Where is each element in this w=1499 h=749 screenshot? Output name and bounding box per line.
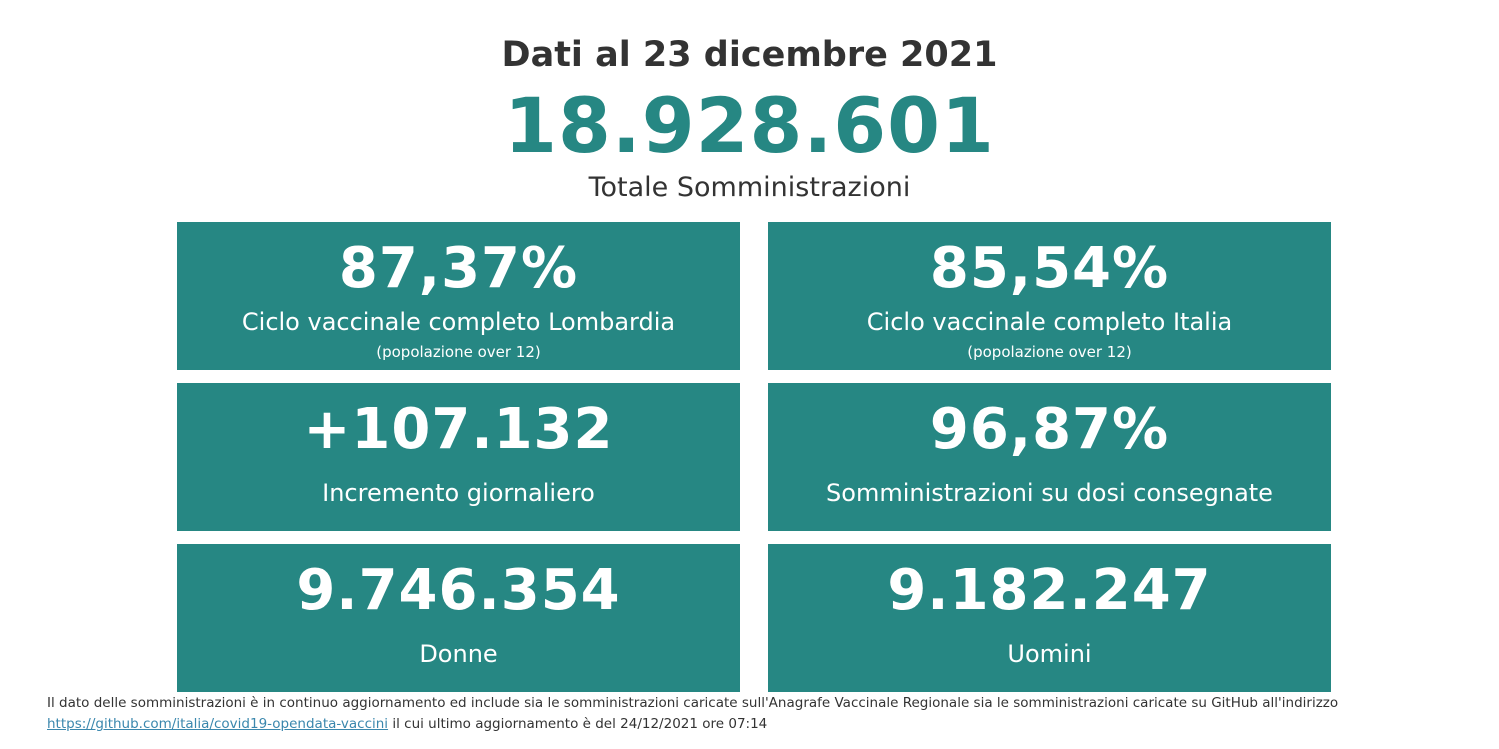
card-value: 9.746.354: [296, 558, 621, 623]
card-value: +107.132: [303, 397, 614, 462]
card-value: 85,54%: [929, 236, 1170, 301]
total-administrations-value: 18.928.601: [504, 81, 995, 170]
card-sublabel: (popolazione over 12): [376, 343, 541, 361]
date-title: Dati al 23 dicembre 2021: [501, 35, 998, 75]
card-value: 9.182.247: [887, 558, 1212, 623]
footnote-update-text: il cui ultimo aggiornamento è del 24/12/…: [388, 716, 768, 732]
footnote: Il dato delle somministrazioni è in cont…: [47, 693, 1487, 735]
card-label: Donne: [419, 640, 498, 668]
card-label: Incremento giornaliero: [322, 479, 595, 507]
card-daily-increment: +107.132 Incremento giornaliero: [177, 383, 740, 531]
card-full-cycle-italia: 85,54% Ciclo vaccinale completo Italia (…: [768, 222, 1331, 370]
card-value: 96,87%: [929, 397, 1170, 462]
card-sublabel: (popolazione over 12): [967, 343, 1132, 361]
total-administrations-label: Totale Somministrazioni: [588, 172, 911, 203]
card-men: 9.182.247 Uomini: [768, 544, 1331, 692]
card-label: Ciclo vaccinale completo Italia: [866, 308, 1233, 336]
footnote-text: Il dato delle somministrazioni è in cont…: [47, 695, 1339, 711]
card-full-cycle-lombardia: 87,37% Ciclo vaccinale completo Lombardi…: [177, 222, 740, 370]
card-label: Somministrazioni su dosi consegnate: [826, 479, 1273, 507]
card-label: Ciclo vaccinale completo Lombardia: [241, 308, 676, 336]
card-women: 9.746.354 Donne: [177, 544, 740, 692]
card-administered-vs-delivered: 96,87% Somministrazioni su dosi consegna…: [768, 383, 1331, 531]
card-value: 87,37%: [338, 236, 579, 301]
card-label: Uomini: [1007, 640, 1092, 668]
github-link[interactable]: https://github.com/italia/covid19-openda…: [47, 716, 389, 732]
